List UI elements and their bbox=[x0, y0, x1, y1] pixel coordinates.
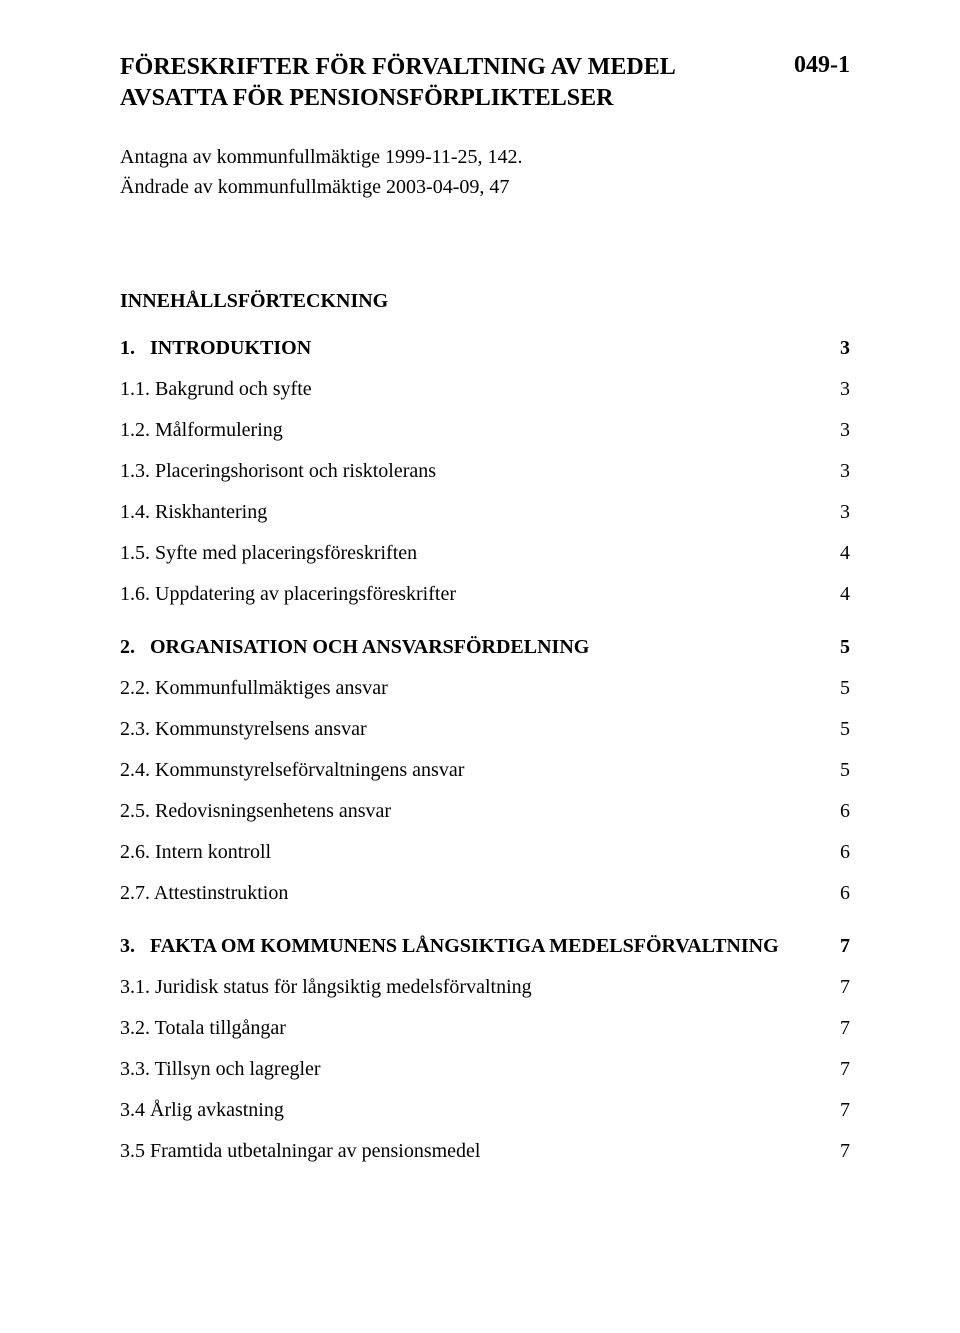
toc-item-page: 7 bbox=[824, 976, 850, 999]
toc-item-label: 1.4. Riskhantering bbox=[120, 501, 267, 524]
toc-item: 3.2. Totala tillgångar 7 bbox=[120, 1017, 850, 1040]
toc-item-page: 4 bbox=[824, 542, 850, 565]
toc-section-label: 3. FAKTA OM KOMMUNENS LÅNGSIKTIGA MEDELS… bbox=[120, 935, 779, 958]
toc-item-label: 3.3. Tillsyn och lagregler bbox=[120, 1058, 321, 1081]
toc-item: 3.1. Juridisk status för långsiktig mede… bbox=[120, 976, 850, 999]
document-title: FÖRESKRIFTER FÖR FÖRVALTNING AV MEDEL AV… bbox=[120, 52, 760, 114]
toc-item-page: 6 bbox=[824, 800, 850, 823]
toc-item: 1.2. Målformulering 3 bbox=[120, 419, 850, 442]
toc-item: 2.6. Intern kontroll 6 bbox=[120, 841, 850, 864]
toc-item: 2.7. Attestinstruktion 6 bbox=[120, 882, 850, 905]
toc-item: 1.6. Uppdatering av placeringsföreskrift… bbox=[120, 583, 850, 606]
toc-item: 2.2. Kommunfullmäktiges ansvar 5 bbox=[120, 677, 850, 700]
toc-item: 2.5. Redovisningsenhetens ansvar 6 bbox=[120, 800, 850, 823]
toc-item-label: 2.3. Kommunstyrelsens ansvar bbox=[120, 718, 367, 741]
toc-item-label: 2.7. Attestinstruktion bbox=[120, 882, 288, 905]
toc-item: 1.4. Riskhantering 3 bbox=[120, 501, 850, 524]
adopted-block: Antagna av kommunfullmäktige 1999-11-25,… bbox=[120, 142, 850, 202]
toc-item: 2.3. Kommunstyrelsens ansvar 5 bbox=[120, 718, 850, 741]
adopted-line-2: Ändrade av kommunfullmäktige 2003-04-09,… bbox=[120, 172, 850, 202]
toc-item-label: 2.5. Redovisningsenhetens ansvar bbox=[120, 800, 391, 823]
table-of-contents: 1. INTRODUKTION 3 1.1. Bakgrund och syfte 3… bbox=[120, 337, 850, 1163]
adopted-line-1: Antagna av kommunfullmäktige 1999-11-25,… bbox=[120, 142, 850, 172]
toc-item-page: 3 bbox=[824, 378, 850, 401]
toc-item-label: 1.3. Placeringshorisont och risktolerans bbox=[120, 460, 436, 483]
toc-item-page: 5 bbox=[824, 759, 850, 782]
toc-item-page: 3 bbox=[824, 419, 850, 442]
toc-item-label: 3.5 Framtida utbetalningar av pensionsme… bbox=[120, 1140, 480, 1163]
toc-item-label: 3.4 Årlig avkastning bbox=[120, 1099, 284, 1122]
document-page: FÖRESKRIFTER FÖR FÖRVALTNING AV MEDEL AV… bbox=[0, 0, 960, 1333]
toc-item-page: 7 bbox=[824, 1140, 850, 1163]
toc-item-label: 1.6. Uppdatering av placeringsföreskrift… bbox=[120, 583, 456, 606]
toc-item-page: 7 bbox=[824, 1099, 850, 1122]
toc-item-page: 3 bbox=[824, 501, 850, 524]
toc-section-head: 3. FAKTA OM KOMMUNENS LÅNGSIKTIGA MEDELS… bbox=[120, 935, 850, 958]
toc-item: 1.3. Placeringshorisont och risktolerans… bbox=[120, 460, 850, 483]
toc-item-label: 2.4. Kommunstyrelseförvaltningens ansvar bbox=[120, 759, 464, 782]
toc-item-label: 2.6. Intern kontroll bbox=[120, 841, 271, 864]
document-code: 049-1 bbox=[794, 52, 850, 79]
toc-title: INNEHÅLLSFÖRTECKNING bbox=[120, 290, 850, 313]
toc-item-page: 5 bbox=[824, 718, 850, 741]
toc-item: 2.4. Kommunstyrelseförvaltningens ansvar… bbox=[120, 759, 850, 782]
header-row: FÖRESKRIFTER FÖR FÖRVALTNING AV MEDEL AV… bbox=[120, 52, 850, 114]
toc-item: 3.5 Framtida utbetalningar av pensionsme… bbox=[120, 1140, 850, 1163]
toc-item-page: 6 bbox=[824, 841, 850, 864]
toc-item-page: 4 bbox=[824, 583, 850, 606]
toc-item-page: 7 bbox=[824, 1058, 850, 1081]
toc-item-page: 6 bbox=[824, 882, 850, 905]
toc-item-page: 3 bbox=[824, 460, 850, 483]
toc-item-label: 1.2. Målformulering bbox=[120, 419, 283, 442]
toc-section-page: 5 bbox=[824, 636, 850, 659]
toc-section-label: 1. INTRODUKTION bbox=[120, 337, 311, 360]
toc-item-label: 1.1. Bakgrund och syfte bbox=[120, 378, 312, 401]
toc-item-label: 1.5. Syfte med placeringsföreskriften bbox=[120, 542, 417, 565]
toc-item: 3.3. Tillsyn och lagregler 7 bbox=[120, 1058, 850, 1081]
toc-item-page: 5 bbox=[824, 677, 850, 700]
toc-section-page: 7 bbox=[824, 935, 850, 958]
toc-item: 1.1. Bakgrund och syfte 3 bbox=[120, 378, 850, 401]
toc-section-head: 2. ORGANISATION OCH ANSVARSFÖRDELNING 5 bbox=[120, 636, 850, 659]
toc-section-label: 2. ORGANISATION OCH ANSVARSFÖRDELNING bbox=[120, 636, 589, 659]
toc-item-page: 7 bbox=[824, 1017, 850, 1040]
toc-item: 1.5. Syfte med placeringsföreskriften 4 bbox=[120, 542, 850, 565]
toc-item-label: 2.2. Kommunfullmäktiges ansvar bbox=[120, 677, 388, 700]
toc-section-head: 1. INTRODUKTION 3 bbox=[120, 337, 850, 360]
toc-item: 3.4 Årlig avkastning 7 bbox=[120, 1099, 850, 1122]
toc-item-label: 3.1. Juridisk status för långsiktig mede… bbox=[120, 976, 532, 999]
toc-section-page: 3 bbox=[824, 337, 850, 360]
toc-item-label: 3.2. Totala tillgångar bbox=[120, 1017, 286, 1040]
